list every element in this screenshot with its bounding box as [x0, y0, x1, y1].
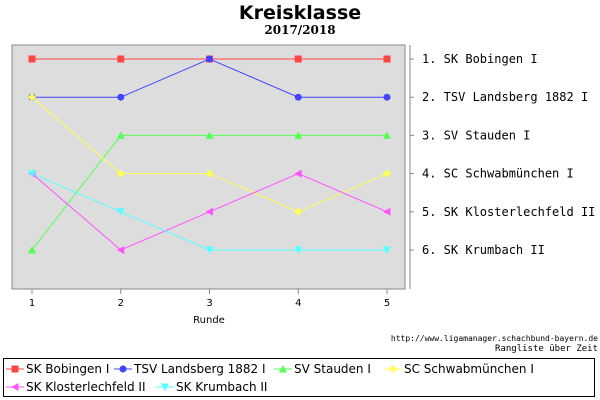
- line-chart: 1 2 3 4 5 Runde 1. SK Bobingen I 2. TSV Landsbe…: [11, 44, 595, 326]
- data-point: [383, 131, 391, 139]
- legend-item: SK Klosterlechfeld II: [6, 378, 146, 396]
- data-point: [205, 131, 214, 139]
- data-point: [117, 93, 125, 101]
- legend-marker: [119, 365, 127, 373]
- chart-title: Kreisklasse: [238, 2, 362, 24]
- data-point: [294, 169, 302, 178]
- data-point: [206, 55, 213, 63]
- data-point: [383, 207, 391, 216]
- legend-label: SV Stauden I: [294, 362, 371, 376]
- legend-item: SV Stauden I: [274, 360, 371, 378]
- legend-swatch: [6, 383, 24, 391]
- series-6: [28, 170, 391, 254]
- chart-caption: Rangliste über Zeit: [495, 344, 598, 354]
- legend-label: SK Bobingen I: [26, 362, 110, 376]
- rank-label: 1. SK Bobingen I: [422, 52, 538, 66]
- legend-label: SC Schwabmünchen I: [404, 362, 534, 376]
- x-tick-label: 4: [295, 298, 301, 309]
- chart-legend: SK Bobingen I TSV Landsberg 1882 I SV Stau…: [3, 358, 595, 397]
- legend-label: SK Klosterlechfeld II: [26, 380, 146, 394]
- x-tick-label: 1: [29, 298, 35, 309]
- legend-marker: [11, 365, 19, 373]
- data-point: [294, 246, 303, 254]
- rank-label: 4. SC Schwabmünchen I: [422, 167, 574, 181]
- data-point: [116, 169, 125, 178]
- legend-marker: [11, 383, 19, 391]
- series-5: [28, 169, 391, 254]
- data-point: [383, 93, 391, 101]
- legend-label: SK Krumbach II: [176, 380, 268, 394]
- legend-marker: [389, 365, 397, 373]
- legend-swatch: [6, 365, 24, 373]
- legend-item: TSV Landsberg 1882 I: [114, 360, 266, 378]
- series-3: [28, 131, 391, 254]
- x-tick-label: 5: [384, 298, 390, 309]
- data-point: [294, 55, 302, 63]
- x-tick-label: 3: [206, 298, 212, 309]
- data-point: [205, 246, 214, 254]
- data-point: [383, 246, 391, 254]
- data-point: [116, 246, 125, 254]
- data-point: [294, 131, 303, 139]
- legend-swatch: [114, 365, 132, 373]
- legend-item: SK Krumbach II: [156, 378, 267, 396]
- x-tick-label: 2: [118, 298, 124, 309]
- data-point: [28, 93, 36, 102]
- rank-label: 3. SV Stauden I: [422, 128, 530, 142]
- series-4: [28, 93, 391, 216]
- data-point: [117, 55, 125, 63]
- data-point: [294, 93, 302, 101]
- rank-label: 6. SK Krumbach II: [422, 243, 545, 257]
- legend-swatch: [384, 365, 402, 373]
- rank-label: 5. SK Klosterlechfeld II: [422, 205, 595, 219]
- legend-label: TSV Landsberg 1882 I: [134, 362, 266, 376]
- data-point: [28, 246, 36, 254]
- legend-marker: [279, 365, 287, 373]
- data-point: [116, 208, 125, 216]
- plot-area: [11, 44, 406, 290]
- legend-swatch: [274, 365, 292, 373]
- data-point: [28, 55, 36, 63]
- data-point: [205, 207, 213, 216]
- legend-item: SC Schwabmünchen I: [384, 360, 534, 378]
- source-url: http://www.ligamanager.schachbund-bayern…: [390, 334, 598, 343]
- chart-subtitle: 2017/2018: [264, 23, 336, 37]
- legend-swatch: [156, 383, 174, 391]
- data-point: [383, 55, 391, 63]
- data-point: [294, 207, 303, 216]
- data-point: [116, 131, 125, 139]
- x-axis-label: Runde: [193, 315, 225, 326]
- legend-marker: [161, 383, 169, 391]
- data-point: [383, 169, 391, 178]
- rank-label: 2. TSV Landsberg 1882 I: [422, 90, 588, 104]
- data-point: [205, 169, 214, 178]
- data-point: [28, 170, 36, 178]
- legend-item: SK Bobingen I: [6, 360, 109, 378]
